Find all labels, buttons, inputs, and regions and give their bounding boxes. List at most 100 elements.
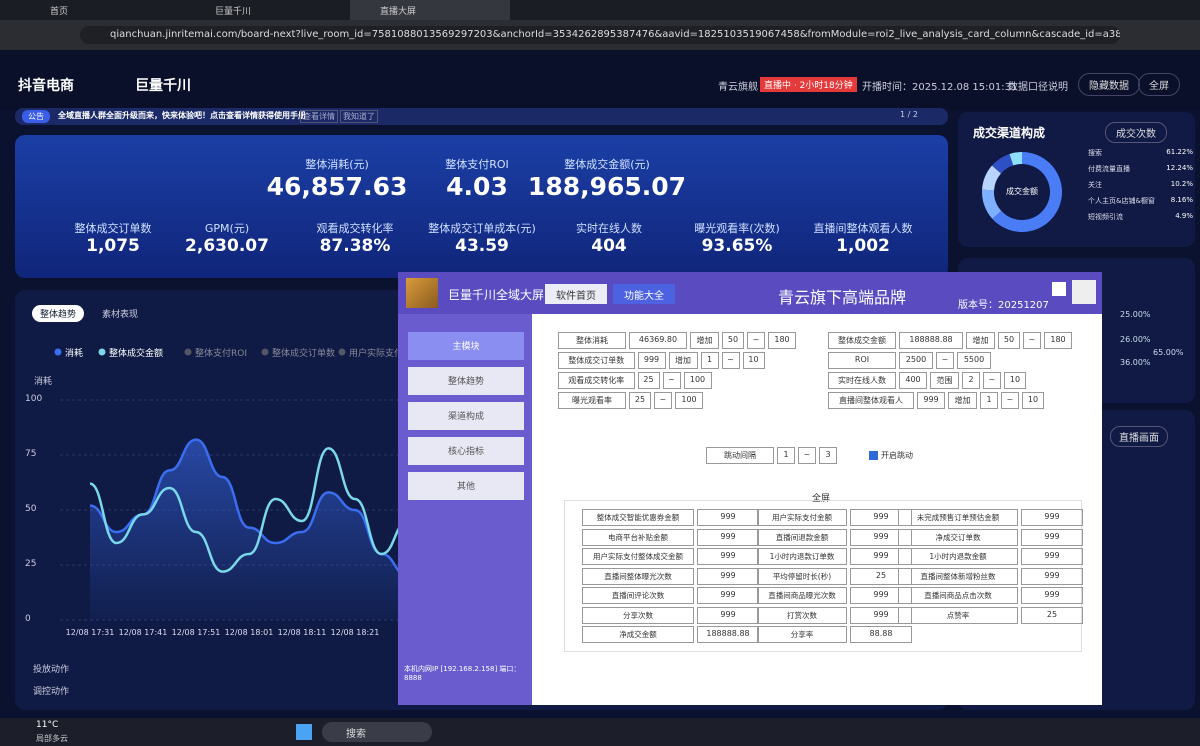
close[interactable] [1072, 280, 1096, 304]
minimize[interactable] [1052, 282, 1066, 296]
field[interactable]: 3 [819, 447, 837, 464]
field[interactable]: 999 [697, 567, 759, 585]
field: 整体成交金额 [828, 332, 896, 349]
legend-entry[interactable]: 整体成交金额 [109, 349, 164, 359]
field[interactable]: 50 [998, 332, 1020, 349]
url[interactable]: qianchuan.jinritemai.com/board-next?live… [80, 26, 1120, 44]
field[interactable]: 增加 [668, 352, 698, 369]
field[interactable]: ~ [798, 447, 816, 464]
field[interactable]: 999 [850, 587, 912, 604]
tool-tab[interactable]: 软件首页 [545, 284, 607, 304]
field[interactable]: 999 [1021, 567, 1083, 585]
field[interactable]: 188888.88 [697, 626, 759, 643]
side-button[interactable]: 直播画面 [1110, 426, 1168, 447]
field[interactable]: 999 [1021, 509, 1083, 526]
menu-item[interactable]: 渠道构成 [408, 402, 524, 430]
help-link[interactable]: 数据口径说明 [1008, 82, 1068, 93]
field[interactable]: 25 [1021, 606, 1083, 624]
field[interactable]: 50 [722, 332, 744, 349]
field[interactable]: 999 [850, 528, 912, 546]
field[interactable]: 999 [850, 606, 912, 624]
field[interactable]: 范围 [930, 372, 959, 389]
field[interactable]: 25 [629, 392, 651, 409]
legend-entry[interactable]: 用户实际支付 [349, 349, 404, 359]
menu-item[interactable]: 整体趋势 [408, 367, 524, 395]
menu-item[interactable]: 主模块 [408, 332, 524, 360]
field[interactable]: 999 [697, 528, 759, 546]
field[interactable]: ~ [654, 392, 672, 409]
field[interactable]: 180 [1044, 332, 1072, 349]
field[interactable]: 999 [850, 548, 912, 565]
field[interactable]: 999 [697, 606, 759, 624]
field[interactable]: 999 [1021, 528, 1083, 546]
start-button[interactable] [296, 724, 312, 740]
field[interactable]: 188888.88 [899, 332, 963, 349]
field[interactable]: 10 [1022, 392, 1044, 409]
field[interactable]: 999 [917, 392, 945, 409]
field[interactable]: 999 [1021, 548, 1083, 565]
tool-tab[interactable]: 功能大全 [613, 284, 675, 304]
field[interactable]: ~ [1001, 392, 1019, 409]
field[interactable]: 999 [697, 548, 759, 565]
section-box [564, 500, 1082, 652]
notice-link[interactable]: 查看详情 [300, 110, 338, 123]
field[interactable]: 88.88 [850, 626, 912, 643]
field[interactable]: 增加 [948, 392, 977, 409]
field[interactable]: 400 [899, 372, 927, 389]
version: 版本号：20251207 [958, 300, 1049, 311]
field[interactable]: 999 [1021, 587, 1083, 604]
legend-entry[interactable]: 整体支付ROI [195, 349, 247, 359]
field[interactable]: 999 [697, 587, 759, 604]
field[interactable]: 1 [980, 392, 998, 409]
checkbox-label: 开启跳动 [881, 451, 913, 460]
search-box[interactable]: 搜索 [322, 722, 432, 742]
field[interactable]: 999 [697, 509, 759, 526]
field-label: 电商平台补贴金额 [582, 528, 694, 546]
browser-tab[interactable]: 直播大屏 [350, 0, 510, 20]
field[interactable]: 10 [1004, 372, 1026, 389]
x-tick-label: 12/08 17:41 [118, 628, 168, 637]
field: 整体成交订单数 [558, 352, 635, 369]
field[interactable]: 100 [683, 372, 712, 389]
account: 青云旗舰 [718, 82, 758, 93]
field[interactable]: ~ [1023, 332, 1041, 349]
field-label: 直播间评论次数 [582, 587, 694, 604]
field[interactable]: ~ [721, 352, 740, 369]
menu-item[interactable]: 核心指标 [408, 437, 524, 465]
channel-title: 成交渠道构成 [973, 126, 1046, 140]
channel-button[interactable]: 成交次数 [1105, 122, 1167, 143]
field-label: 分享次数 [582, 606, 694, 624]
field[interactable]: ~ [662, 372, 681, 389]
legend-entry[interactable]: 整体成交订单数 [272, 349, 336, 359]
field[interactable]: 1 [700, 352, 719, 369]
field: 整体消耗 [558, 332, 626, 349]
field[interactable]: 999 [850, 509, 912, 526]
field[interactable]: 5500 [957, 352, 991, 369]
browser-tab[interactable]: 首页 [50, 7, 69, 17]
field[interactable]: 180 [768, 332, 796, 349]
field[interactable]: 100 [675, 392, 703, 409]
checkbox[interactable] [869, 451, 878, 460]
notice-pager: 1 / 2 [900, 110, 918, 119]
field[interactable]: 2500 [899, 352, 933, 369]
field[interactable]: 2 [962, 372, 980, 389]
legend-entry[interactable]: 消耗 [65, 349, 84, 359]
field[interactable]: 25 [637, 372, 660, 389]
field[interactable]: 10 [742, 352, 765, 369]
header-button[interactable]: 全屏 [1138, 73, 1180, 96]
menu-item[interactable]: 其他 [408, 472, 524, 500]
field[interactable]: 增加 [690, 332, 719, 349]
field[interactable]: 1 [777, 447, 795, 464]
field[interactable]: 25 [850, 567, 912, 585]
chart-tab[interactable]: 素材表现 [102, 310, 139, 320]
field[interactable]: 999 [637, 352, 666, 369]
field[interactable]: 46369.80 [629, 332, 687, 349]
field[interactable]: 增加 [966, 332, 995, 349]
line [89, 447, 409, 573]
chart-tab[interactable]: 整体趋势 [32, 305, 85, 322]
field[interactable]: ~ [936, 352, 954, 369]
browser-tab[interactable]: 巨量千川 [215, 7, 252, 17]
field[interactable]: ~ [983, 372, 1001, 389]
field[interactable]: ~ [747, 332, 765, 349]
notice-link[interactable]: 我知道了 [340, 110, 378, 123]
